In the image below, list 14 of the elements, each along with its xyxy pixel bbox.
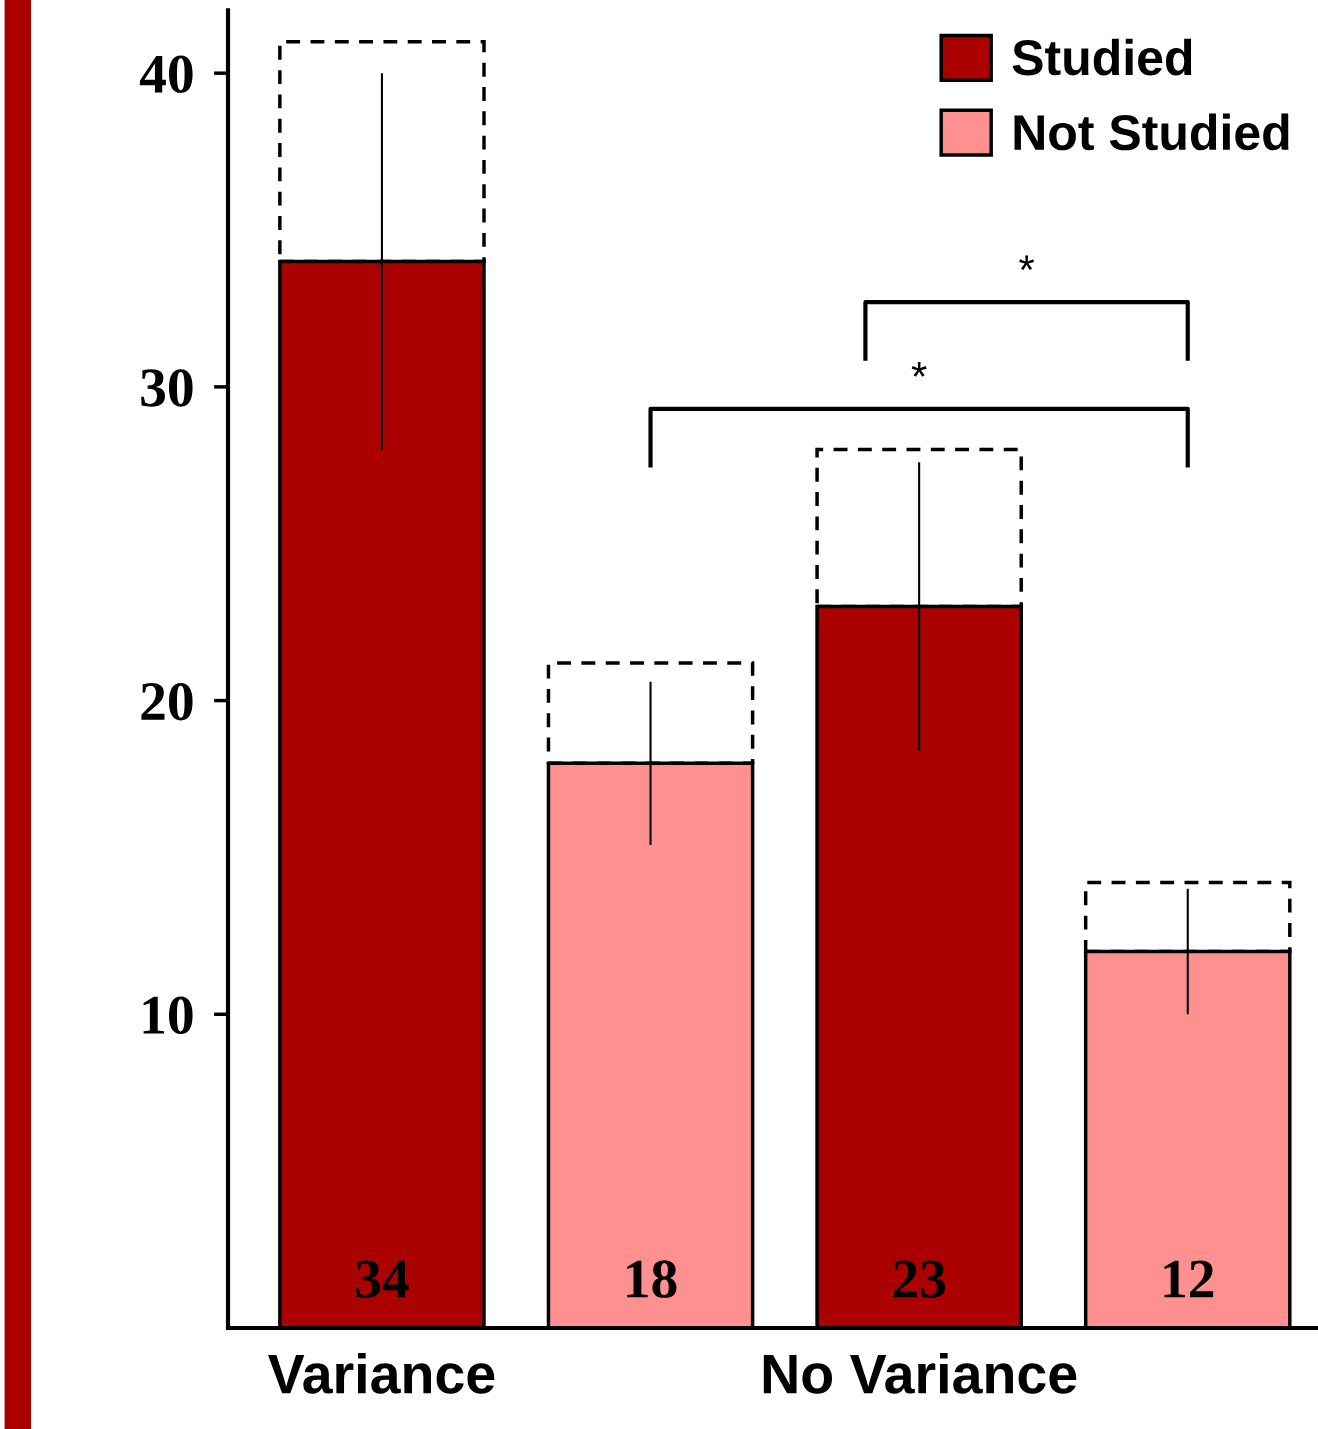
data-label: 34 — [356, 1260, 409, 1298]
legend-label: Not Studied — [1014, 113, 1289, 151]
y-tick-label: 40 — [139, 55, 193, 93]
y-tick-label: 20 — [141, 682, 193, 721]
data-label: 23 — [893, 1260, 946, 1298]
x-tick-label: Variance — [268, 1352, 495, 1394]
data-label: 18 — [627, 1260, 677, 1298]
y-tick-label: 10 — [143, 996, 193, 1035]
annotation: * — [911, 362, 927, 377]
legend-label: Studied — [1012, 38, 1192, 76]
y-tick-label: 30 — [141, 369, 193, 407]
x-tick-label: No Variance — [763, 1352, 1077, 1394]
annotation: * — [1019, 255, 1035, 271]
data-label: 12 — [1164, 1260, 1214, 1298]
